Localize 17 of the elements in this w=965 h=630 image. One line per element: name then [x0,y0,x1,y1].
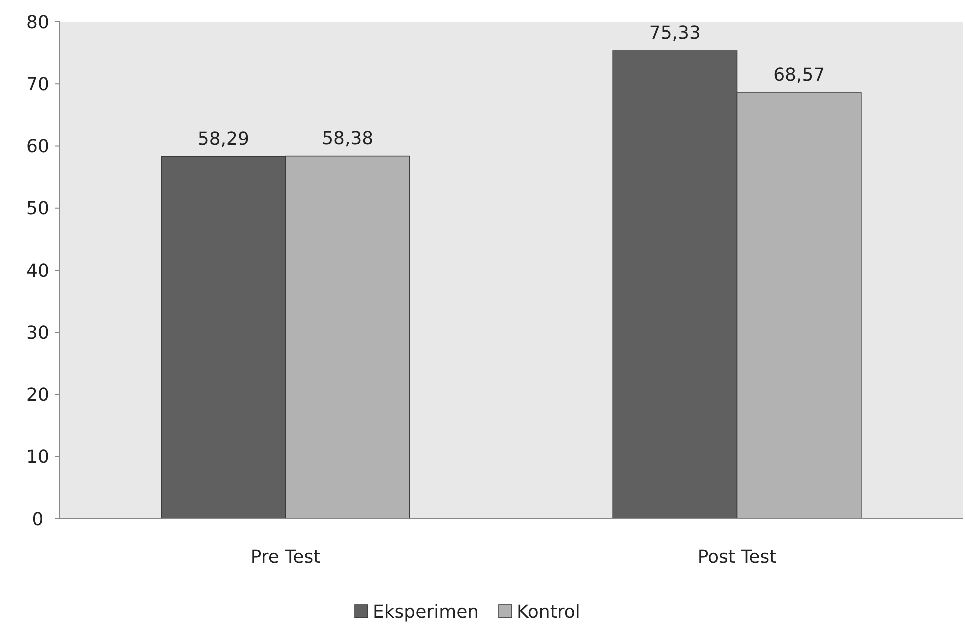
legend-label: Kontrol [517,602,580,623]
data-label: 68,57 [774,65,826,86]
x-tick-label: Post Test [698,547,777,568]
y-tick-label: 70 [26,74,50,96]
y-tick-label: 10 [26,447,50,468]
data-label: 75,33 [649,23,701,44]
y-tick-label: 20 [26,385,50,406]
y-tick-label: 30 [26,322,50,344]
y-tick-label: 80 [26,12,50,34]
data-label: 58,38 [322,128,374,150]
y-tick-label: 60 [26,136,50,158]
legend-label: Eksperimen [373,602,480,623]
x-tick-label: Pre Test [250,547,321,568]
y-tick-label: 50 [26,198,50,220]
data-label: 58,29 [198,128,250,150]
y-tick-label: 0 [32,509,44,530]
y-tick-label: 40 [26,260,50,282]
